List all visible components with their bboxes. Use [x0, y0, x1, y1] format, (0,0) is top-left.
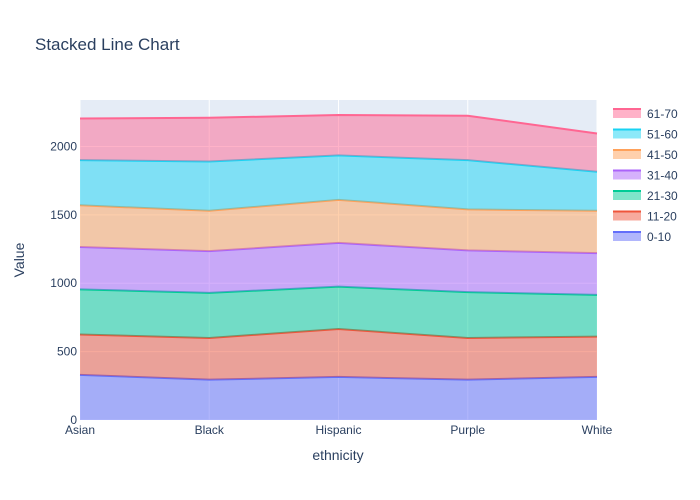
legend-swatch [613, 129, 641, 139]
chart-title: Stacked Line Chart [35, 35, 180, 54]
legend-label: 0-10 [647, 230, 671, 244]
legend-swatch [613, 232, 641, 241]
legend-label: 41-50 [647, 148, 678, 162]
legend-item-51-60[interactable]: 51-60 [613, 128, 678, 142]
area-series-11-20[interactable] [80, 329, 597, 380]
legend-swatch [613, 211, 641, 221]
x-tick-label: Black [195, 423, 225, 437]
legend-item-11-20[interactable]: 11-20 [613, 210, 677, 224]
legend-label: 11-20 [647, 210, 677, 224]
x-axis-ticks: Asian Black Hispanic Purple White [65, 423, 613, 437]
legend-item-0-10[interactable]: 0-10 [613, 230, 671, 244]
y-tick-label: 1500 [50, 208, 77, 222]
legend-label: 31-40 [647, 169, 678, 183]
x-tick-label: Purple [450, 423, 485, 437]
area-series-31-40[interactable] [80, 242, 597, 295]
legend-swatch [613, 170, 641, 180]
y-tick-label: 500 [57, 345, 77, 359]
legend-item-31-40[interactable]: 31-40 [613, 169, 678, 183]
y-axis-ticks: 0 500 1000 1500 2000 [50, 139, 77, 427]
x-axis-title: ethnicity [312, 447, 363, 463]
area-series-41-50[interactable] [80, 199, 597, 254]
area-series-51-60[interactable] [80, 155, 597, 211]
y-tick-label: 1000 [50, 276, 77, 290]
x-tick-label: Hispanic [315, 423, 361, 437]
legend-swatch [613, 191, 641, 200]
legend-label: 21-30 [647, 189, 678, 203]
area-series-61-70[interactable] [80, 115, 597, 172]
line-series-11-20 [79, 328, 598, 339]
legend-item-21-30[interactable]: 21-30 [613, 189, 678, 203]
legend-label: 51-60 [647, 128, 678, 142]
x-tick-label: White [582, 423, 613, 437]
legend-swatch [613, 109, 641, 118]
y-tick-label: 0 [70, 413, 77, 427]
line-series-21-30 [79, 285, 598, 296]
legend-swatch [613, 150, 641, 159]
legend-item-61-70[interactable]: 61-70 [613, 107, 678, 121]
legend-item-41-50[interactable]: 41-50 [613, 148, 678, 162]
line-series-61-70 [79, 114, 598, 135]
legend-label: 61-70 [647, 107, 678, 121]
y-axis-title: Value [11, 242, 27, 277]
area-series-0-10[interactable] [80, 374, 597, 420]
area-series-21-30[interactable] [80, 286, 597, 338]
y-tick-label: 2000 [50, 139, 77, 153]
x-tick-label: Asian [65, 423, 95, 437]
area-series-group [79, 114, 598, 420]
legend[interactable]: 61-70 51-60 41-50 31-40 21-30 11-20 0-10 [613, 107, 678, 244]
